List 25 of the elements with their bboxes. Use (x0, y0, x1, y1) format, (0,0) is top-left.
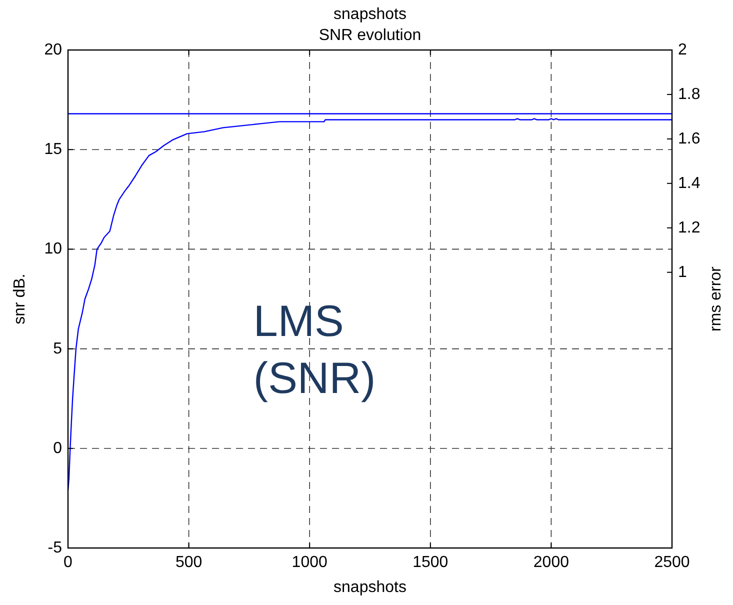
y-tick-label: -5 (48, 540, 62, 556)
y2-tick-label: 1.6 (678, 130, 700, 148)
y2-tick-label: 1.2 (678, 219, 700, 236)
x-tick-label: 0 (64, 554, 73, 571)
x-axis-title: snapshots (334, 579, 406, 596)
x-tick-label: 500 (175, 554, 202, 571)
y-tick-label: 5 (53, 340, 62, 358)
y2-tick-label: 1.8 (678, 86, 700, 103)
line-series (67, 118, 673, 491)
y2-tick-label: 2 (678, 42, 687, 58)
x-tick-label: 1000 (292, 554, 328, 571)
x2-axis-title: snapshots (334, 6, 406, 23)
x-tick-label: 2000 (533, 554, 570, 571)
y-tick-label: 10 (44, 240, 62, 258)
y2-axis-title: rms error (708, 266, 724, 332)
chart-title: SNR evolution (318, 27, 422, 44)
y-tick-label: 20 (44, 42, 62, 58)
annotation: LMS (SNR) (253, 296, 376, 404)
y-axis-title: snr dB. (12, 274, 28, 324)
x-tick-label: 2500 (654, 554, 690, 571)
y2-tick-label: 1 (678, 264, 687, 281)
y-tick-label: 15 (44, 141, 62, 158)
y2-tick-label: 1.4 (678, 174, 700, 192)
y-tick-label: 0 (53, 440, 62, 457)
x-tick-label: 1500 (412, 554, 448, 571)
